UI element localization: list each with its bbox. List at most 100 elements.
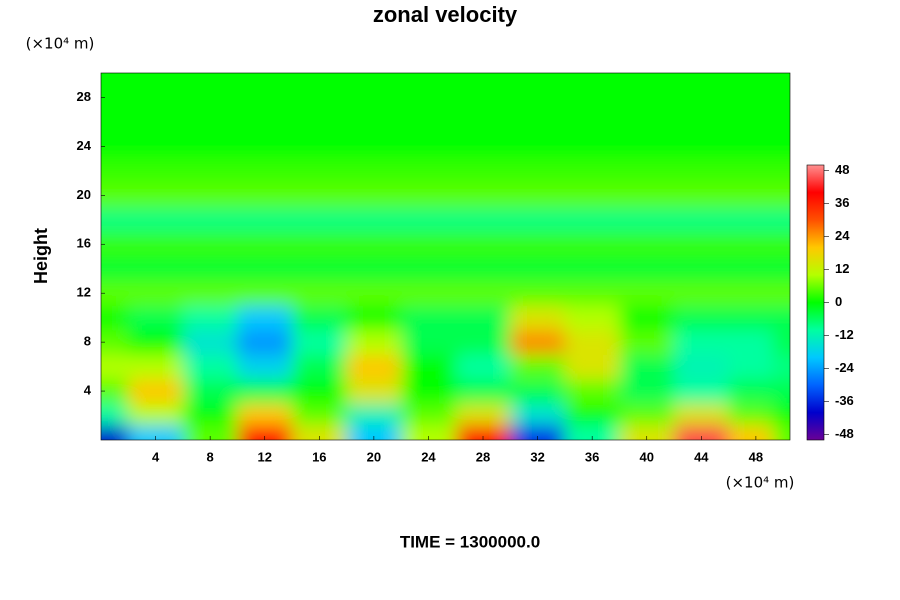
contour-cell <box>182 232 238 257</box>
contour-cell <box>772 73 790 86</box>
contour-cell <box>510 354 566 380</box>
contour-cell <box>455 378 511 404</box>
contour-cell <box>564 280 620 306</box>
contour-cell <box>346 73 402 86</box>
contour-cell <box>292 73 348 86</box>
contour-cell <box>510 424 566 440</box>
contour-cell <box>346 329 402 355</box>
contour-cell <box>101 207 129 233</box>
contour-cell <box>510 109 566 135</box>
contour-cell <box>564 183 620 209</box>
contour-cell <box>455 85 511 111</box>
contour-field <box>101 73 790 440</box>
contour-cell <box>346 354 402 380</box>
y-tick-label: 12 <box>77 285 91 300</box>
contour-cell <box>728 256 774 282</box>
contour-cell <box>564 158 620 184</box>
contour-cell <box>401 280 457 306</box>
y-tick-label: 8 <box>84 334 91 349</box>
contour-cell <box>401 207 457 233</box>
contour-cell <box>674 403 730 426</box>
contour-cell <box>510 73 566 86</box>
contour-cell <box>772 403 790 426</box>
contour-cell <box>772 158 790 184</box>
contour-cell <box>346 378 402 404</box>
contour-cell <box>101 280 129 306</box>
contour-cell <box>619 73 675 86</box>
contour-cell <box>728 73 774 86</box>
contour-cell <box>510 280 566 306</box>
contour-cell <box>619 403 675 426</box>
y-tick-label: 16 <box>77 236 91 251</box>
contour-cell <box>728 232 774 257</box>
contour-cell <box>292 424 348 440</box>
contour-cell <box>237 280 293 306</box>
contour-cell <box>401 403 457 426</box>
contour-cell <box>728 329 774 355</box>
contour-cell <box>346 305 402 331</box>
x-tick-label: 8 <box>207 449 214 464</box>
contour-cell <box>772 256 790 282</box>
contour-cell <box>674 73 730 86</box>
contour-cell <box>346 424 402 440</box>
contour-cell <box>455 232 511 257</box>
contour-cell <box>128 183 184 209</box>
contour-cell <box>346 207 402 233</box>
contour-cell <box>401 85 457 111</box>
chart-title: zonal velocity <box>373 2 518 27</box>
contour-cell <box>237 305 293 331</box>
y-tick-label: 4 <box>84 383 92 398</box>
contour-cell <box>728 85 774 111</box>
contour-cell <box>455 280 511 306</box>
contour-cell <box>346 403 402 426</box>
contour-cell <box>237 378 293 404</box>
contour-cell <box>101 158 129 184</box>
contour-cell <box>292 232 348 257</box>
contour-cell <box>101 329 129 355</box>
contour-cell <box>101 424 129 440</box>
contour-cell <box>182 85 238 111</box>
contour-cell <box>237 354 293 380</box>
contour-cell <box>728 424 774 440</box>
contour-cell <box>101 378 129 404</box>
contour-cell <box>292 329 348 355</box>
contour-cell <box>292 354 348 380</box>
contour-cell <box>128 85 184 111</box>
contour-cell <box>128 354 184 380</box>
contour-cell <box>674 256 730 282</box>
contour-cell <box>182 424 238 440</box>
contour-cell <box>619 85 675 111</box>
y-tick-label: 24 <box>77 138 92 153</box>
contour-cell <box>182 207 238 233</box>
contour-cell <box>182 134 238 160</box>
contour-cell <box>564 329 620 355</box>
contour-cell <box>292 85 348 111</box>
contour-cell <box>564 354 620 380</box>
contour-cell <box>455 256 511 282</box>
x-tick-label: 48 <box>749 449 763 464</box>
colorbar-tick-label: -48 <box>835 426 854 441</box>
contour-cell <box>401 183 457 209</box>
contour-cell <box>237 424 293 440</box>
contour-cell <box>619 378 675 404</box>
colorbar-tick-label: 0 <box>835 294 842 309</box>
contour-cell <box>619 424 675 440</box>
contour-cell <box>619 207 675 233</box>
contour-cell <box>182 183 238 209</box>
contour-cell <box>564 207 620 233</box>
x-tick-label: 32 <box>530 449 544 464</box>
contour-cell <box>455 403 511 426</box>
contour-cell <box>401 73 457 86</box>
contour-cell <box>510 256 566 282</box>
contour-cell <box>619 109 675 135</box>
contour-cell <box>182 256 238 282</box>
contour-cell <box>728 280 774 306</box>
contour-cell <box>619 354 675 380</box>
contour-cell <box>292 403 348 426</box>
contour-cell <box>182 280 238 306</box>
contour-cell <box>182 73 238 86</box>
contour-cell <box>772 183 790 209</box>
contour-cell <box>674 354 730 380</box>
contour-cell <box>674 378 730 404</box>
